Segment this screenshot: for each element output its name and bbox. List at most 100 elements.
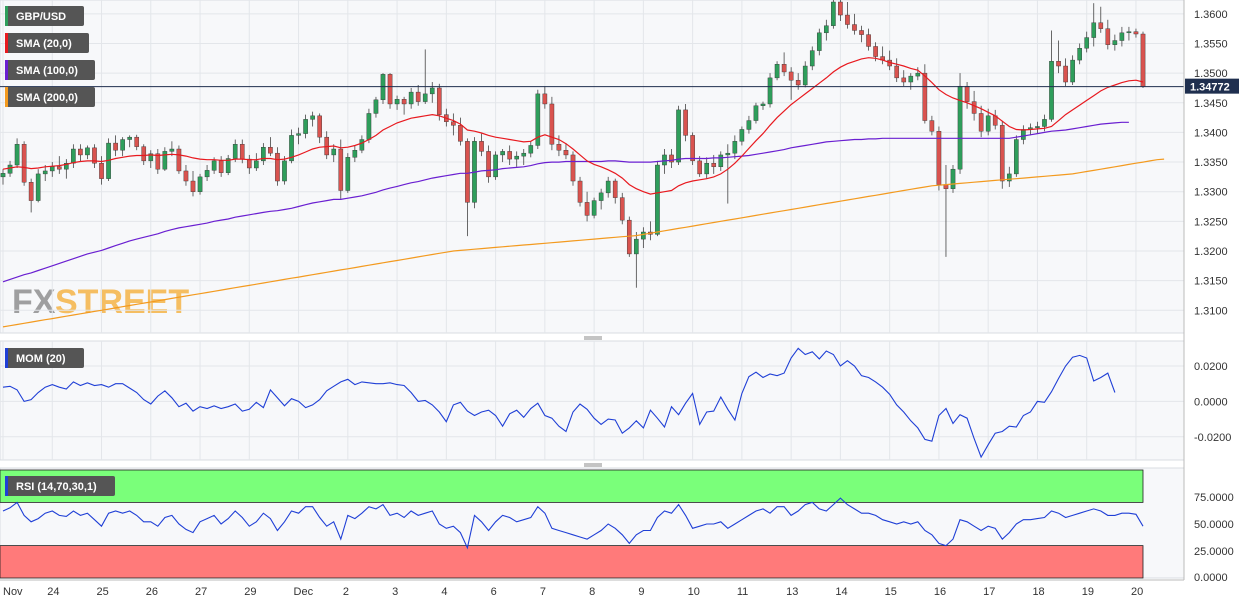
rsi-tick-label: 75.0000: [1194, 492, 1234, 504]
candle-body: [605, 180, 611, 194]
candle: [331, 144, 337, 163]
candle-body: [746, 120, 752, 130]
x-tick-label: 10: [688, 586, 700, 598]
candle: [676, 105, 681, 166]
candle-body: [162, 151, 168, 170]
candle-body: [71, 148, 76, 164]
candle: [831, 0, 836, 29]
legend-swatch: [5, 33, 8, 53]
candle-body: [1126, 31, 1132, 34]
candle-body: [21, 144, 27, 183]
candle-body: [570, 154, 576, 182]
candle: [929, 115, 935, 136]
candle-body: [873, 46, 878, 57]
candle-body: [486, 151, 491, 178]
candle-body: [1006, 173, 1012, 182]
candle: [1063, 58, 1068, 87]
candle-body: [64, 163, 69, 170]
candle-body: [28, 182, 34, 201]
candle: [824, 19, 829, 41]
candle: [232, 139, 238, 163]
candle-body: [634, 238, 639, 255]
candle-body: [824, 25, 829, 34]
candle-body: [1112, 40, 1118, 45]
candle-body: [901, 77, 907, 83]
candle: [718, 151, 724, 171]
candle-body: [268, 147, 273, 154]
candle-body: [507, 151, 512, 160]
candle-body: [1105, 28, 1111, 45]
candle-body: [1119, 32, 1125, 41]
candle: [268, 137, 273, 157]
candle-body: [113, 142, 118, 151]
legend-swatch: [5, 87, 8, 107]
candle: [78, 144, 83, 163]
pane-splitter-1[interactable]: [584, 336, 602, 340]
legend-label: SMA (100,0): [16, 65, 78, 77]
candle-body: [78, 148, 83, 156]
candle: [774, 61, 780, 81]
candle-body: [401, 99, 407, 105]
candle-body: [1063, 65, 1068, 83]
candle: [28, 178, 34, 213]
candle-body: [99, 163, 104, 179]
candle-body: [542, 93, 548, 105]
candle-body: [760, 103, 766, 106]
candle-body: [225, 158, 231, 173]
candle-body: [436, 87, 442, 115]
rsi-tick-label: 0.0000: [1194, 572, 1228, 584]
x-tick-label: 13: [786, 586, 798, 598]
candle-body: [1091, 22, 1097, 38]
candle-body: [753, 105, 759, 121]
candle-body: [521, 152, 527, 157]
candle-body: [176, 148, 182, 172]
x-tick-label: 19: [1082, 586, 1094, 598]
candle: [1105, 19, 1111, 50]
candle: [296, 127, 301, 145]
price-tick-label: 1.3500: [1194, 68, 1228, 80]
candle: [155, 149, 161, 174]
candle: [936, 126, 942, 191]
candle: [1014, 135, 1019, 177]
candle: [1098, 6, 1104, 33]
candle-body: [282, 160, 287, 182]
candle-body: [669, 154, 674, 163]
candle: [760, 101, 766, 110]
candle: [373, 96, 379, 118]
candle-body: [535, 93, 541, 146]
rsi-oversold-zone: [0, 545, 1144, 579]
candle: [605, 176, 611, 198]
candle-body: [500, 151, 505, 156]
candle-body: [1133, 31, 1139, 35]
price-tick-label: 1.3200: [1194, 246, 1228, 258]
candle-body: [788, 71, 794, 81]
x-tick-label: 2: [343, 586, 349, 598]
candle: [486, 145, 491, 183]
candle-body: [936, 131, 942, 185]
candle: [950, 165, 956, 193]
candle: [422, 49, 428, 104]
candle: [838, 0, 843, 21]
candle-body: [7, 164, 13, 174]
candle: [338, 139, 344, 199]
candle-body: [964, 85, 970, 102]
candle-body: [697, 160, 702, 175]
candle: [197, 173, 203, 195]
legend-label: MOM (20): [16, 353, 66, 365]
candle: [465, 138, 470, 237]
candle: [415, 84, 421, 106]
candle-body: [704, 163, 710, 175]
candle: [7, 160, 13, 177]
candle-body: [591, 200, 597, 216]
candle: [556, 135, 562, 157]
pane-splitter-2[interactable]: [584, 463, 602, 467]
candle: [739, 126, 745, 146]
candle: [690, 132, 695, 166]
mom-layer: [2, 347, 1116, 459]
x-tick-label: 4: [441, 586, 447, 598]
candle-body: [422, 93, 428, 102]
candle: [99, 156, 104, 185]
candle-body: [809, 50, 815, 67]
candle-body: [676, 109, 681, 163]
candle-body: [514, 155, 520, 160]
